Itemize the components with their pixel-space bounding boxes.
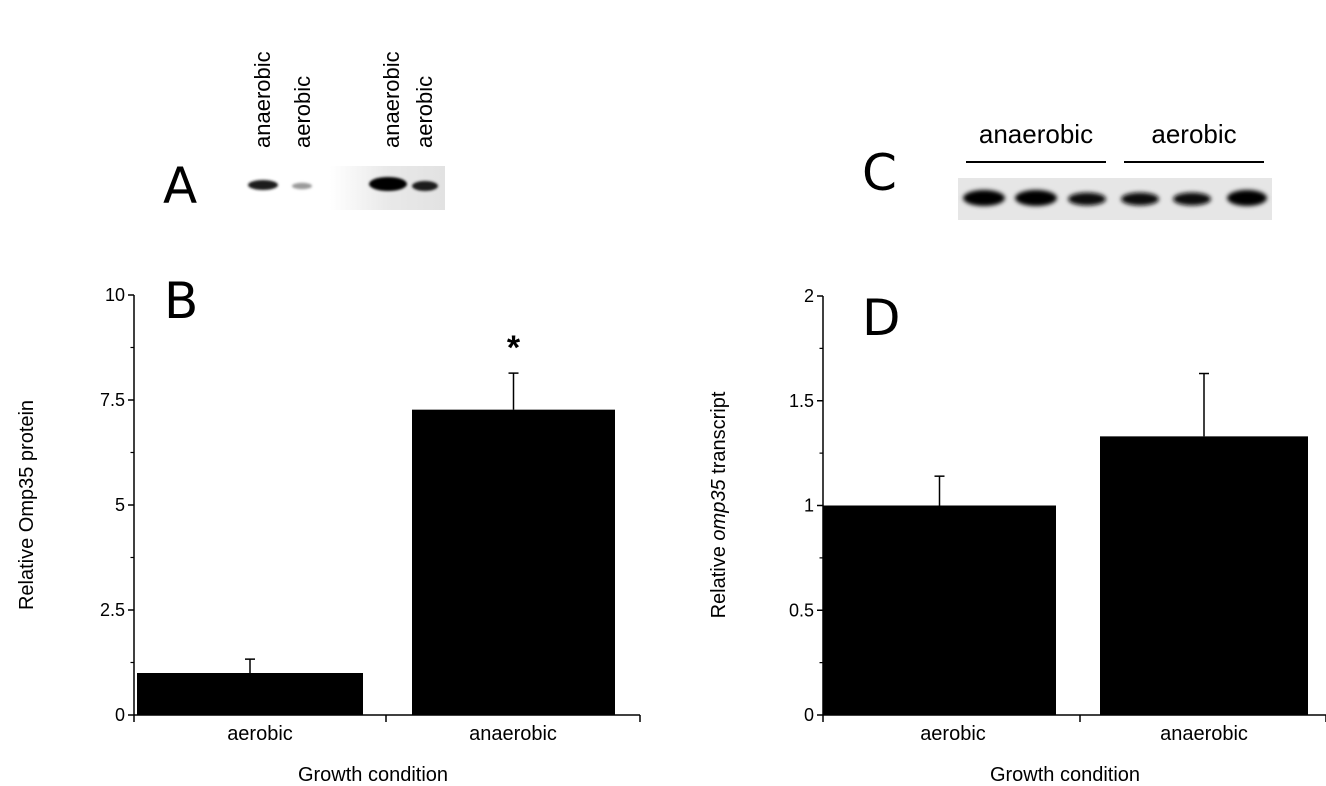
y-axis-title-part: omp35	[708, 479, 730, 541]
y-tick-label: 0	[804, 705, 814, 725]
y-tick-label: 10	[105, 285, 125, 305]
y-tick-label: 5	[115, 495, 125, 515]
blot-c-group-label: aerobic	[1151, 119, 1236, 149]
blot-c-band	[1173, 192, 1211, 206]
blot-a-band	[292, 182, 312, 190]
blot-a-band	[248, 180, 278, 190]
panel-c: C anaerobic aerobic	[862, 119, 1272, 220]
chart-d: D 0 0.5 1 1.5 2 aerobic anaerobic Growth condit…	[708, 286, 1326, 786]
y-tick-label: 2.5	[100, 600, 125, 620]
x-axis-title: Growth condition	[298, 764, 448, 786]
blot-a-lane-label: anaerobic	[250, 51, 275, 148]
category-label: aerobic	[227, 723, 293, 745]
blot-c-membrane	[958, 178, 1272, 220]
bar	[823, 505, 1056, 715]
blot-c-group-label: anaerobic	[979, 119, 1093, 149]
blot-c-band	[1015, 190, 1057, 206]
category-label: aerobic	[920, 723, 986, 745]
y-tick-label: 2	[804, 286, 814, 306]
blot-a-band	[369, 177, 407, 191]
blot-a-band	[412, 181, 438, 191]
bar	[412, 409, 615, 715]
category-label: anaerobic	[469, 723, 557, 745]
y-tick-label: 0.5	[789, 600, 814, 620]
blot-c-band	[1068, 192, 1106, 206]
panel-letter-a: A	[163, 157, 197, 215]
category-label: anaerobic	[1160, 723, 1248, 745]
chart-b: B 0 2.5 5 7.5 10 aerobic anaerobic Growth condi…	[16, 272, 641, 786]
blot-c-band	[963, 190, 1005, 206]
blot-a-lane-label: aerobic	[412, 76, 437, 148]
y-tick-label: 7.5	[100, 390, 125, 410]
y-tick-label: 1	[804, 496, 814, 516]
bar	[1100, 436, 1308, 715]
blot-c-band	[1227, 190, 1267, 206]
y-axis-title: Relative Omp35 protein	[16, 400, 38, 610]
panel-letter-d: D	[862, 289, 901, 347]
y-axis-title-part: transcript	[708, 391, 730, 479]
x-axis-title: Growth condition	[990, 764, 1140, 786]
bar	[137, 673, 363, 715]
y-tick-label: 0	[115, 705, 125, 725]
y-tick-label: 1.5	[789, 391, 814, 411]
blot-a-lane-label: anaerobic	[379, 51, 404, 148]
blot-c-band	[1121, 192, 1159, 206]
significance-star: *	[507, 329, 521, 367]
panel-a: A anaerobic aerobic anaerobic aerobic	[163, 51, 445, 215]
y-axis-title: Relative omp35 transcript	[708, 391, 730, 618]
y-axis-title-part: Relative	[708, 541, 730, 619]
panel-letter-b: B	[164, 272, 198, 330]
blot-a-lane-label: aerobic	[290, 76, 315, 148]
panel-letter-c: C	[862, 144, 897, 202]
